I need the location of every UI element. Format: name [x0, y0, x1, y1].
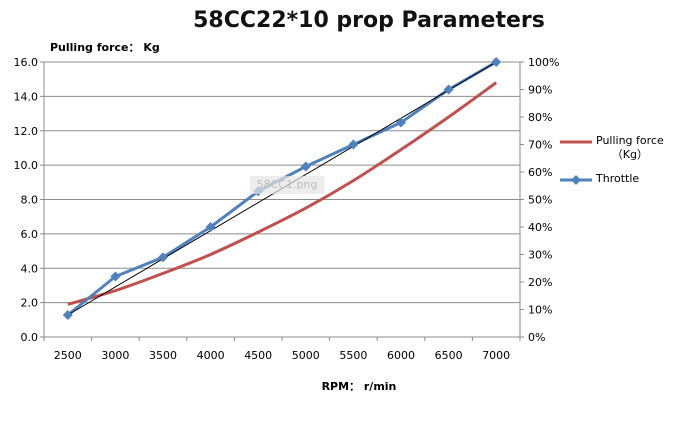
watermark: 58CC1.png — [250, 176, 324, 194]
y-right-tick-label: 30% — [528, 249, 552, 262]
legend-label-throttle: Throttle — [596, 172, 640, 185]
y-right-tick-label: 90% — [528, 84, 552, 97]
gridlines — [44, 61, 520, 338]
throttle-point — [62, 310, 73, 320]
y-right-tick-label: 50% — [528, 194, 552, 207]
x-tick-label: 6000 — [387, 349, 415, 362]
y-left-tick-label: 2.0 — [21, 297, 39, 310]
legend-swatch-pulling-force — [558, 134, 594, 150]
series-line-pulling-force — [67, 81, 498, 306]
throttle-point — [491, 57, 502, 67]
x-tick-label: 4000 — [197, 349, 225, 362]
y-left-tick-label: 4.0 — [21, 262, 39, 275]
legend: Pulling force （Kg） Throttle — [558, 134, 676, 198]
y-right-tick-label: 0% — [528, 331, 545, 344]
y-right-tick-label: 10% — [528, 304, 552, 317]
legend-label-pulling-force: Pulling force — [596, 134, 664, 147]
y-left-tick-label: 0.0 — [21, 331, 39, 344]
throttle-point — [205, 222, 216, 232]
axes: 0.0 2.0 4.0 6.0 8.0 10.0 12.0 14.0 16.0 0% 10% 20% 3… — [14, 56, 560, 362]
y-left-tick-label: 12.0 — [14, 125, 39, 138]
throttle-point — [110, 271, 121, 282]
throttle-point — [396, 117, 406, 128]
y-right-tick-label: 20% — [528, 276, 552, 289]
x-tick-label: 6500 — [435, 349, 463, 362]
y-right-tick-label: 100% — [528, 56, 559, 69]
x-tick-label: 3000 — [101, 349, 129, 362]
x-tick-label: 5000 — [292, 349, 320, 362]
y-right-tick-label: 60% — [528, 166, 552, 179]
x-axis-label: RPM： r/min — [321, 380, 397, 393]
x-tick-label: 4500 — [244, 349, 272, 362]
throttle-point — [443, 84, 454, 95]
throttle-point — [300, 161, 311, 172]
throttle-point — [158, 252, 168, 263]
legend-label-pulling-force-unit: （Kg） — [611, 148, 648, 161]
y-left-tick-label: 16.0 — [14, 56, 39, 69]
x-tick-label: 3500 — [149, 349, 177, 362]
legend-item-pulling-force: Pulling force （Kg） — [558, 134, 676, 162]
legend-item-throttle: Throttle — [558, 172, 676, 188]
y-axis-label: Pulling force： Kg — [50, 41, 160, 54]
x-tick-label: 7000 — [482, 349, 510, 362]
chart-title: 58CC22*10 prop Parameters — [193, 8, 545, 33]
x-tick-label: 2500 — [54, 349, 82, 362]
y-left-tick-label: 8.0 — [21, 194, 39, 207]
legend-swatch-throttle — [558, 172, 594, 188]
y-right-tick-label: 40% — [528, 221, 552, 234]
y-right-tick-label: 80% — [528, 111, 552, 124]
throttle-point — [348, 139, 359, 150]
y-right-tick-label: 70% — [528, 139, 552, 152]
x-tick-label: 5500 — [339, 349, 367, 362]
y-left-tick-label: 6.0 — [21, 228, 39, 241]
y-left-tick-label: 14.0 — [14, 90, 39, 103]
y-left-tick-label: 10.0 — [14, 159, 39, 172]
